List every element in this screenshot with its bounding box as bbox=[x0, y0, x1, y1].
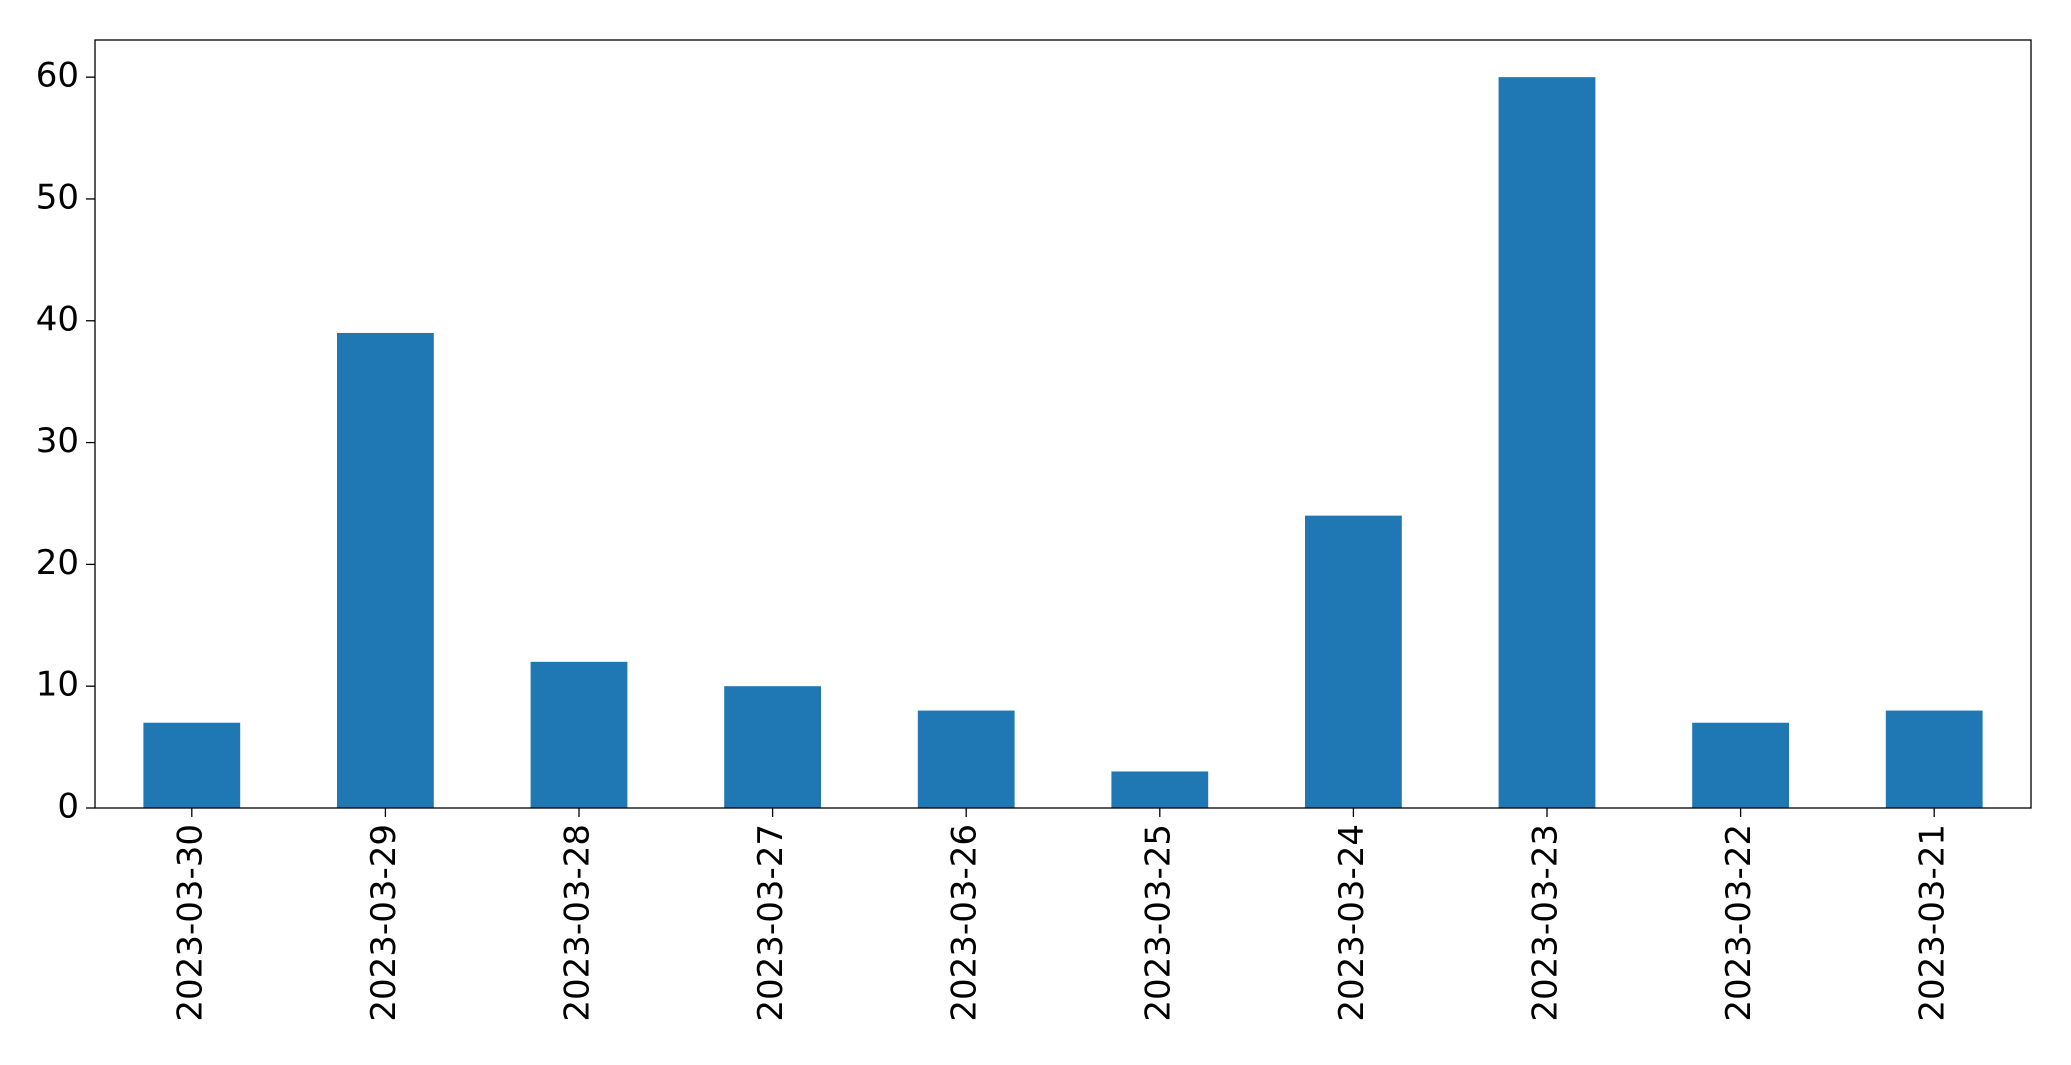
x-tick-label: 2023-03-25 bbox=[1138, 824, 1178, 1022]
y-tick-label: 40 bbox=[36, 299, 79, 339]
bar bbox=[1885, 710, 1983, 808]
bar bbox=[917, 710, 1015, 808]
y-tick-label: 20 bbox=[36, 543, 79, 583]
plot-frame bbox=[94, 39, 2032, 809]
x-tick-label: 2023-03-29 bbox=[364, 824, 404, 1022]
bar bbox=[1111, 771, 1209, 808]
x-tick-label: 2023-03-22 bbox=[1719, 824, 1759, 1022]
x-tick-label: 2023-03-27 bbox=[751, 824, 791, 1022]
bar bbox=[1305, 515, 1402, 808]
bar bbox=[337, 332, 434, 808]
bar bbox=[530, 661, 628, 808]
y-tick-label: 50 bbox=[36, 177, 79, 217]
x-tick-label: 2023-03-23 bbox=[1526, 824, 1566, 1022]
bar bbox=[143, 722, 241, 808]
x-tick-label: 2023-03-28 bbox=[558, 824, 598, 1022]
bar bbox=[1498, 77, 1596, 808]
x-tick-label: 2023-03-24 bbox=[1332, 824, 1372, 1022]
bar bbox=[1692, 722, 1789, 808]
y-tick-label: 30 bbox=[36, 421, 79, 461]
y-tick-label: 10 bbox=[36, 665, 79, 705]
x-tick-label: 2023-03-30 bbox=[170, 824, 210, 1022]
y-tick-label: 0 bbox=[57, 787, 79, 827]
x-tick-label: 2023-03-21 bbox=[1913, 824, 1953, 1022]
x-tick-label: 2023-03-26 bbox=[945, 824, 985, 1022]
bar bbox=[724, 686, 821, 808]
y-tick-label: 60 bbox=[36, 56, 79, 96]
